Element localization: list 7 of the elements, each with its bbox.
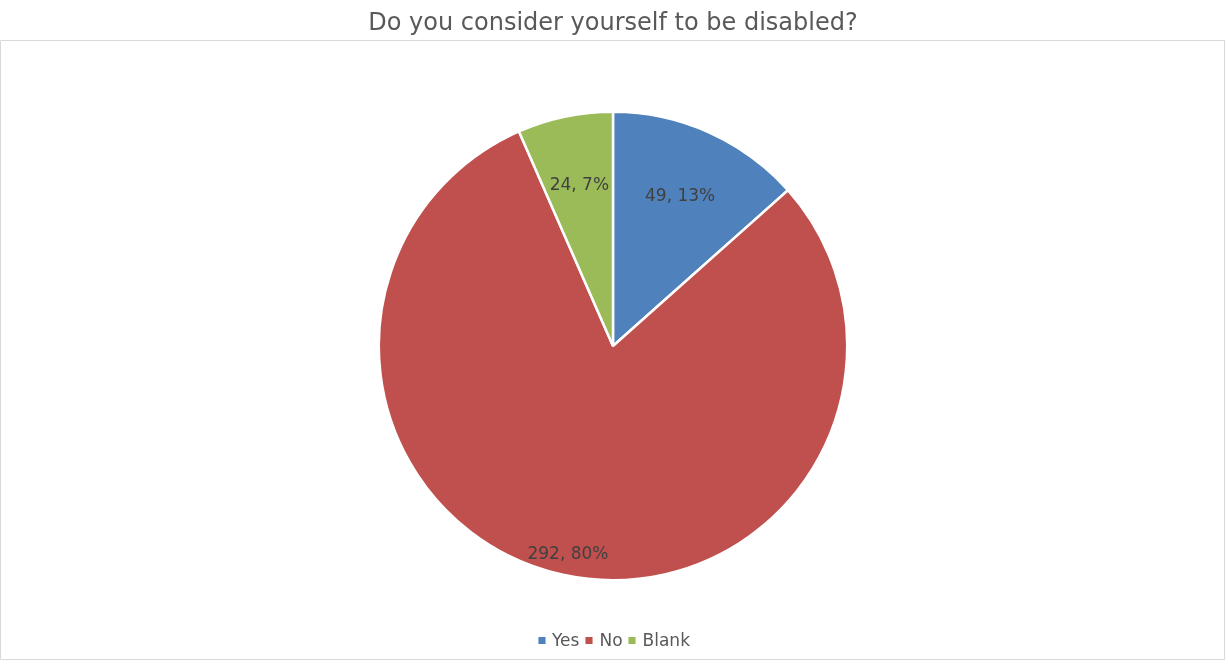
- data-label: 24, 7%: [549, 174, 610, 195]
- legend-label: No: [599, 630, 623, 650]
- legend-label: Yes: [551, 630, 580, 650]
- data-label: 49, 13%: [644, 185, 716, 206]
- data-label: 292, 80%: [527, 543, 609, 564]
- legend-label: Blank: [642, 630, 691, 650]
- chart-title: Do you consider yourself to be disabled?: [368, 7, 858, 36]
